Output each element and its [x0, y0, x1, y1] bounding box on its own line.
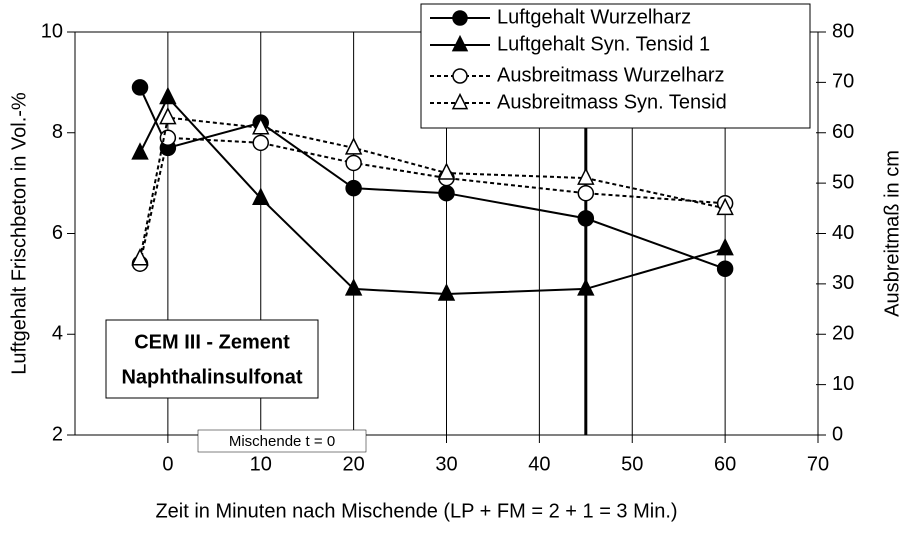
- data-point: [437, 162, 456, 180]
- y-tick-label: 2: [52, 423, 63, 445]
- y-tick-label: 4: [52, 323, 63, 345]
- legend-label: Ausbreitmass Wurzelharz: [497, 64, 724, 86]
- legend-marker: [451, 92, 469, 110]
- data-point: [131, 79, 149, 96]
- y-tick-label: 6: [52, 222, 63, 244]
- data-point: [159, 106, 177, 125]
- annotation-box: [105, 319, 319, 399]
- legend-label: Luftgehalt Wurzelharz: [497, 6, 691, 28]
- x-tick-label: 10: [250, 453, 272, 475]
- x-tick-label: 40: [528, 453, 550, 475]
- y2-tick-label: 50: [832, 171, 854, 193]
- x-tick-label: 70: [807, 453, 829, 475]
- data-point: [131, 142, 149, 160]
- x-tick-label: 0: [162, 453, 173, 475]
- annotation: CEM III - Zement: [134, 331, 290, 353]
- data-point: [716, 260, 734, 278]
- data-point: [716, 237, 734, 256]
- data-point: [437, 283, 456, 301]
- data-point: [159, 86, 177, 105]
- y-tick-label: 10: [41, 20, 63, 42]
- data-point: [252, 117, 270, 135]
- data-point: [131, 248, 149, 266]
- legend-label: Ausbreitmass Syn. Tensid: [497, 91, 727, 113]
- data-point: [159, 129, 177, 147]
- y-axis-label: Luftgehalt Frischbeton in Vol.-%: [8, 92, 30, 375]
- x-tick-label: 30: [435, 453, 457, 475]
- data-point: [577, 167, 595, 185]
- y2-tick-label: 80: [832, 20, 854, 42]
- data-point: [252, 187, 270, 205]
- x-tick-label: 50: [621, 453, 643, 475]
- y2-tick-label: 60: [832, 121, 854, 143]
- data-point: [577, 278, 595, 296]
- data-point: [344, 137, 363, 155]
- y2-tick-label: 70: [832, 71, 854, 93]
- y2-axis-label: Ausbreitmaß in cm: [881, 150, 903, 317]
- y2-tick-label: 0: [832, 423, 843, 445]
- data-point: [577, 210, 595, 227]
- legend-box: [420, 3, 811, 129]
- legend-marker: [451, 34, 469, 52]
- data-point: [716, 197, 734, 216]
- legend-marker: [452, 68, 468, 84]
- data-point: [345, 154, 362, 172]
- x-axis-label: Zeit in Minuten nach Mischende (LP + FM …: [155, 500, 677, 522]
- data-point: [438, 184, 455, 202]
- data-point: [345, 179, 362, 197]
- legend-marker: [452, 10, 468, 26]
- legend-label: Luftgehalt Syn. Tensid 1: [497, 33, 710, 55]
- y2-tick-label: 30: [832, 272, 854, 294]
- data-point: [252, 134, 269, 152]
- data-point: [577, 184, 595, 202]
- x-tick-label: 20: [343, 453, 365, 475]
- x-tick-label: 60: [714, 453, 736, 475]
- y2-tick-label: 40: [832, 222, 854, 244]
- data-point: [344, 278, 363, 296]
- y2-tick-label: 20: [832, 323, 854, 345]
- annotation: Naphthalinsulfonat: [121, 366, 302, 388]
- y2-tick-label: 10: [832, 373, 854, 395]
- y-tick-label: 8: [52, 121, 63, 143]
- annotation: Mischende t = 0: [229, 433, 335, 450]
- annotation-bg: [197, 429, 367, 453]
